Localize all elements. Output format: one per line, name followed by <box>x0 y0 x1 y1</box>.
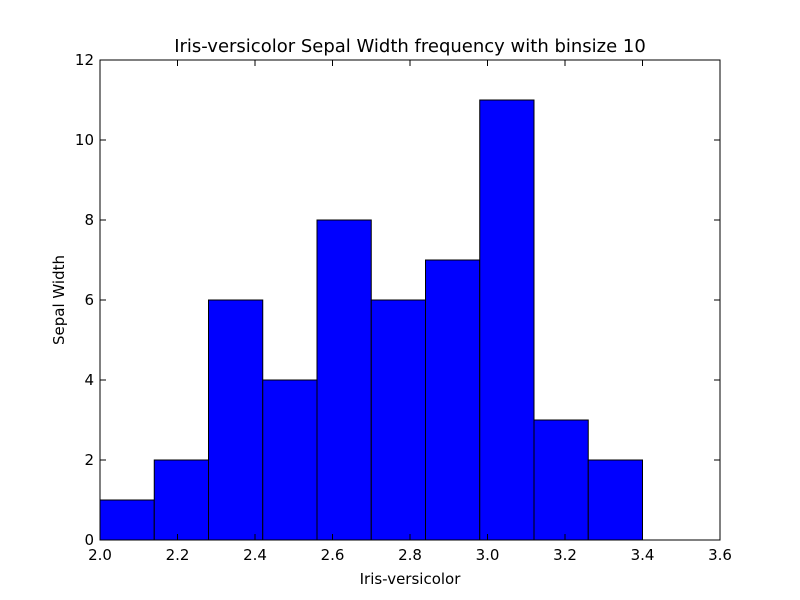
ticks-group: 2.0 2.2 2.4 2.6 2.8 3.0 3.2 3.4 3.6 0 2 4 6 8 10 12 <box>75 51 732 564</box>
histogram-bar-10 <box>587 459 643 541</box>
y-tick-label: 6 <box>84 291 94 309</box>
x-tick-label: 3.0 <box>476 546 500 564</box>
y-tick-label: 8 <box>84 211 94 229</box>
histogram-bar-3 <box>208 299 264 541</box>
histogram-bar-9 <box>533 419 589 541</box>
x-tick-label: 2.4 <box>243 546 267 564</box>
bars-group <box>99 99 643 541</box>
y-tick-label: 12 <box>75 51 94 69</box>
chart-title: Iris-versicolor Sepal Width frequency wi… <box>174 36 646 57</box>
y-tick-label: 0 <box>84 531 94 549</box>
plot-frame <box>99 59 721 541</box>
histogram-bar-5 <box>316 219 372 541</box>
histogram-bar-2 <box>153 459 209 541</box>
histogram-bar-1 <box>99 499 155 541</box>
x-tick-label: 3.2 <box>553 546 577 564</box>
y-tick-label: 4 <box>84 371 94 389</box>
x-tick-label: 3.4 <box>631 546 655 564</box>
x-tick-label: 2.0 <box>88 546 112 564</box>
y-tick-label: 10 <box>75 131 94 149</box>
x-tick-label: 2.2 <box>166 546 190 564</box>
histogram-bar-6 <box>370 299 426 541</box>
y-axis-label: Sepal Width <box>50 255 68 345</box>
y-tick-label: 2 <box>84 451 94 469</box>
histogram-bar-7 <box>425 259 481 541</box>
x-tick-label: 2.6 <box>321 546 345 564</box>
x-axis-label: Iris-versicolor <box>360 570 462 588</box>
x-tick-label: 2.8 <box>398 546 422 564</box>
histogram-bar-4 <box>262 379 318 541</box>
x-tick-label: 3.6 <box>708 546 732 564</box>
histogram-bar-8 <box>479 99 535 541</box>
